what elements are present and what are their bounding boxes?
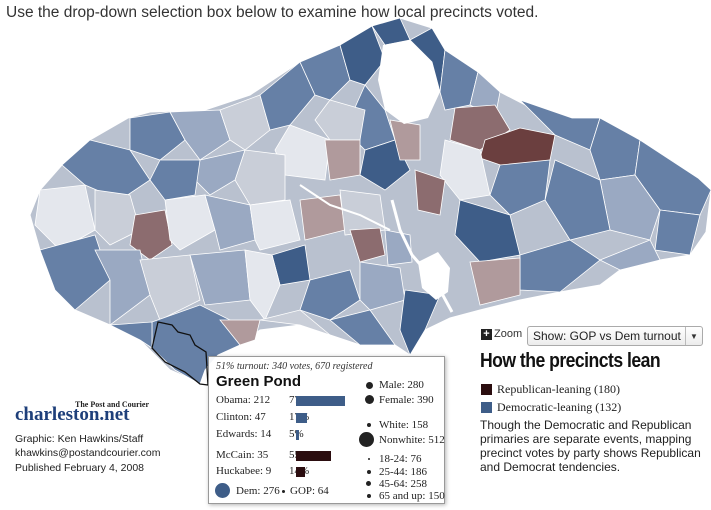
gop-total-dot	[282, 490, 285, 493]
male-count: Male: 280	[379, 379, 424, 391]
precinct-area[interactable]	[544, 159, 611, 241]
legend-label: Republican-leaning (180)	[497, 382, 620, 396]
precinct-area[interactable]	[259, 309, 331, 336]
white-count: White: 158	[379, 419, 429, 431]
precinct-area[interactable]	[589, 117, 641, 181]
candidate-label: McCain: 35	[216, 449, 269, 461]
lake	[378, 40, 440, 124]
age-group: 45-64: 258	[379, 478, 427, 490]
precinct-area[interactable]	[359, 139, 411, 191]
view-select[interactable]: Show: GOP vs Dem turnout ▼	[527, 326, 703, 346]
precinct-area[interactable]	[129, 111, 186, 161]
legend-label: Democratic-leaning (132)	[497, 400, 622, 414]
precinct-info-panel: 51% turnout: 340 votes, 670 registered G…	[208, 356, 445, 504]
candidate-label: Obama: 212	[216, 394, 271, 406]
democratic-swatch	[481, 402, 492, 413]
precinct-layer	[34, 17, 711, 385]
precinct-area[interactable]	[94, 249, 151, 326]
credit-line: khawkins@postandcourier.com	[15, 447, 161, 459]
legend-item-democratic: Democratic-leaning (132)	[481, 400, 621, 415]
gop-total: GOP: 64	[290, 485, 329, 497]
nonwhite-dot	[359, 432, 374, 447]
precinct-area[interactable]	[389, 119, 421, 161]
precinct-area[interactable]	[249, 199, 301, 251]
river	[299, 184, 391, 231]
precinct-area[interactable]	[324, 139, 361, 181]
candidate-label: Clinton: 47	[216, 411, 266, 423]
turnout-text: 51% turnout: 340 votes, 670 registered	[216, 361, 373, 372]
precinct-area[interactable]	[108, 321, 153, 349]
female-dot	[365, 395, 374, 404]
age-group: 25-44: 186	[379, 466, 427, 478]
precinct-area[interactable]	[454, 199, 521, 263]
precinct-area[interactable]	[219, 94, 271, 151]
precinct-area[interactable]	[244, 249, 281, 321]
legend-item-republican: Republican-leaning (180)	[481, 382, 620, 397]
precinct-area[interactable]	[39, 234, 111, 311]
precinct-area[interactable]	[299, 44, 351, 101]
vote-bar-clinton	[296, 413, 307, 423]
age-group: 65 and up: 150	[379, 490, 445, 502]
vote-bar-edwards	[296, 430, 299, 440]
instruction-text: Use the drop-down selection box below to…	[6, 4, 539, 21]
credit-line: Published February 4, 2008	[15, 462, 144, 474]
zoom-label: Zoom	[494, 328, 523, 340]
age-dot	[366, 481, 371, 486]
legend-title: How the precincts lean	[480, 350, 661, 372]
precinct-area[interactable]	[94, 189, 141, 246]
precinct-area[interactable]	[169, 109, 231, 161]
precinct-area[interactable]	[219, 319, 261, 346]
zoom-button[interactable]: + Zoom	[481, 328, 522, 340]
precinct-area[interactable]	[129, 209, 173, 261]
male-dot	[366, 382, 373, 389]
water-features	[299, 40, 454, 313]
precinct-area[interactable]	[329, 309, 396, 346]
legend-note: Though the Democratic and Republican pri…	[480, 418, 701, 474]
precinct-area[interactable]	[149, 159, 201, 201]
precinct-area[interactable]	[299, 269, 361, 321]
site-name: charleston.net	[15, 404, 130, 425]
precinct-area[interactable]	[439, 139, 491, 201]
selected-precinct-outline[interactable]	[151, 321, 209, 386]
vote-bar-obama	[296, 396, 345, 406]
female-count: Female: 390	[379, 394, 434, 406]
precinct-area[interactable]	[259, 61, 316, 131]
plus-icon: +	[481, 328, 492, 340]
precinct-area[interactable]	[414, 169, 446, 216]
precinct-area[interactable]	[489, 159, 551, 216]
candidate-label: Edwards: 14	[216, 428, 272, 440]
candidate-label: Huckabee: 9	[216, 465, 272, 477]
dem-total-dot	[215, 483, 230, 498]
age-dot	[367, 494, 371, 498]
credit-line: Graphic: Ken Hawkins/Staff	[15, 433, 144, 445]
view-select-value: Show: GOP vs Dem turnout	[533, 329, 681, 343]
chevron-down-icon[interactable]: ▼	[685, 327, 702, 345]
harbor	[418, 252, 450, 300]
age-dot	[368, 458, 370, 460]
precinct-area[interactable]	[469, 257, 521, 306]
precinct-area[interactable]	[349, 227, 386, 263]
age-group: 18-24: 76	[379, 453, 422, 465]
paper-name: The Post and Courier	[75, 400, 149, 409]
republican-swatch	[481, 384, 492, 395]
dem-total: Dem: 276	[236, 485, 280, 497]
vote-bar-huckabee	[296, 467, 305, 477]
precinct-area[interactable]	[204, 194, 256, 251]
white-dot	[367, 423, 371, 427]
precinct-area[interactable]	[339, 25, 386, 86]
precinct-area[interactable]	[139, 254, 201, 321]
precinct-area[interactable]	[274, 124, 331, 181]
precinct-area[interactable]	[164, 194, 216, 251]
nonwhite-count: Nonwhite: 512	[379, 434, 445, 446]
precinct-area[interactable]	[654, 209, 701, 256]
precinct-name: Green Pond	[216, 373, 302, 390]
age-dot	[367, 470, 371, 474]
precinct-area[interactable]	[599, 239, 661, 271]
vote-bar-mccain	[296, 451, 331, 461]
precinct-area[interactable]	[359, 261, 406, 311]
